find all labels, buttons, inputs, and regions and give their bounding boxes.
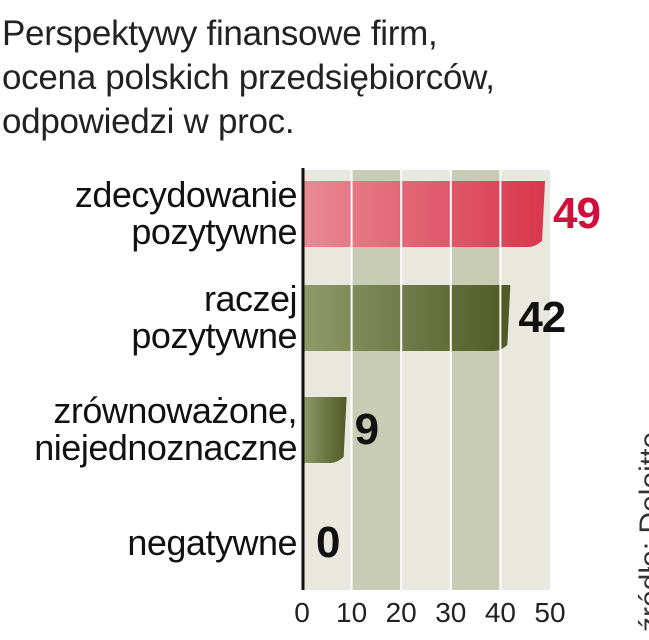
bar-2 xyxy=(302,397,347,463)
category-label: raczej xyxy=(203,278,298,319)
x-tick-label: 40 xyxy=(484,597,516,628)
category-label: zrównoważone, xyxy=(53,390,297,431)
x-tick-label: 0 xyxy=(294,597,310,628)
bar-1 xyxy=(302,285,511,351)
chart-title-line-3: odpowiedzi w proc. xyxy=(2,102,295,141)
category-label: niejednoznaczne xyxy=(34,427,297,468)
value-label: 49 xyxy=(553,189,601,238)
chart-title-line-2: ocena polskich przedsiębiorców, xyxy=(2,58,495,97)
x-tick-label: 50 xyxy=(534,597,566,628)
x-tick-label: 10 xyxy=(336,597,368,628)
value-label: 0 xyxy=(316,518,341,567)
value-label: 42 xyxy=(518,293,566,342)
value-label: 9 xyxy=(354,405,380,454)
category-label: negatywne xyxy=(127,521,297,563)
category-label: pozytywne xyxy=(131,315,297,356)
x-tick-label: 30 xyxy=(435,597,467,628)
x-tick-label: 20 xyxy=(385,597,417,628)
chart-title-line-1: Perspektywy finansowe firm, xyxy=(2,14,438,53)
bar-0 xyxy=(302,181,546,247)
category-label: pozytywne xyxy=(131,211,297,252)
source-note: źródło: Deloitte xyxy=(634,431,649,632)
category-label: zdecydowanie xyxy=(74,174,298,215)
